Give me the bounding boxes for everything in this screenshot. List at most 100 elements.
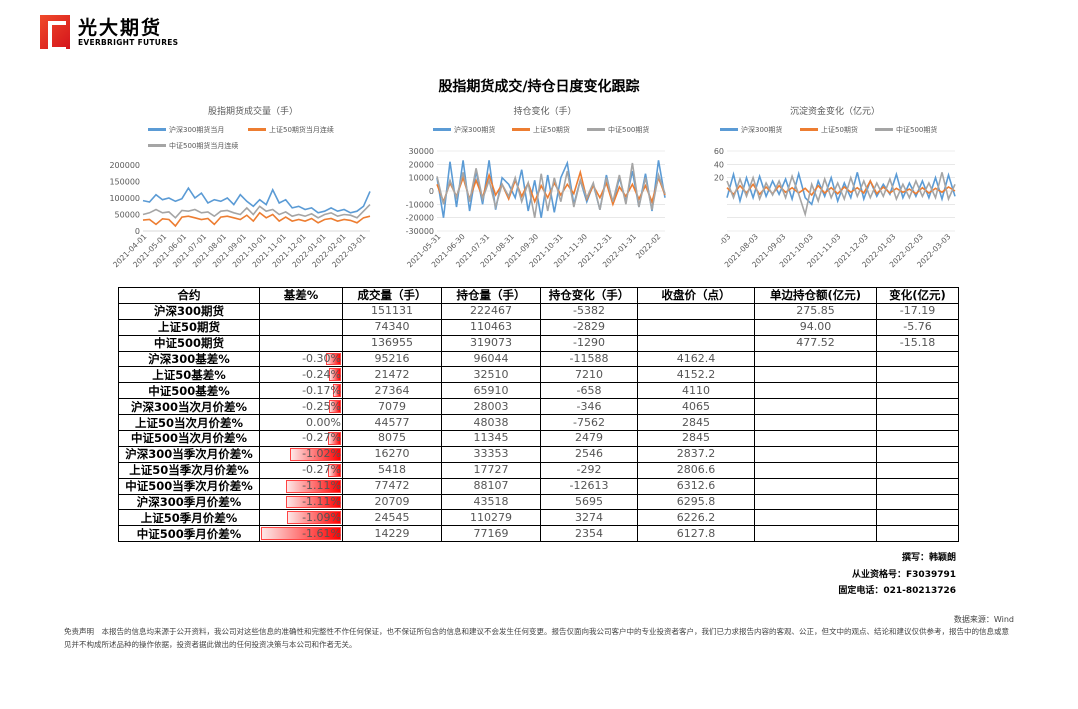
legend-swatch <box>248 128 266 131</box>
cell-close: 2806.6 <box>637 461 755 479</box>
cell-close <box>637 302 755 320</box>
cell-basis: -1.09% <box>259 509 343 527</box>
cell-amt <box>754 445 877 463</box>
cell-close: 4152.2 <box>637 366 755 384</box>
cell-name: 上证50基差% <box>118 366 260 384</box>
cell-amt_chg <box>876 493 959 511</box>
logo-icon <box>40 15 70 51</box>
cell-close: 4110 <box>637 382 755 400</box>
table-row: 沪深300当次月价差% -0.25% 7079 28003 -346 4065 <box>118 398 959 416</box>
cell-close: 6312.6 <box>637 477 755 495</box>
basis-value: -1.09% <box>302 510 341 524</box>
table-row: 中证500基差% -0.17% 27364 65910 -658 4110 <box>118 382 959 400</box>
cell-vol: 77472 <box>342 477 442 495</box>
cell-amt <box>754 430 877 447</box>
cell-chg: 2354 <box>540 525 638 543</box>
basis-bar <box>328 400 341 414</box>
cell-close: 2837.2 <box>637 445 755 463</box>
cell-basis: 0.00% <box>259 414 343 432</box>
cell-chg: 3274 <box>540 509 638 527</box>
basis-bar <box>290 447 341 461</box>
table-row: 中证500季月价差% -1.61% 14229 77169 2354 6127.8 <box>118 525 959 543</box>
cell-vol: 136955 <box>342 334 442 352</box>
cell-name: 上证50季月价差% <box>118 509 260 527</box>
y-tick-label: 50000 <box>115 211 140 220</box>
x-tick-label: 2022-02 <box>634 232 663 261</box>
cell-chg: -346 <box>540 398 638 416</box>
cell-close: 2845 <box>637 414 755 432</box>
cell-oi: 28003 <box>441 398 541 416</box>
column-header: 基差% <box>259 287 343 304</box>
cell-amt: 275.85 <box>754 302 877 320</box>
cell-oi: 88107 <box>441 477 541 495</box>
cell-name: 中证500当次月价差% <box>118 430 260 447</box>
cell-oi: 96044 <box>441 350 541 368</box>
legend-label: 沪深300期货 <box>741 125 782 134</box>
cell-basis: -0.27% <box>259 461 343 479</box>
basis-value: -0.25% <box>302 399 341 413</box>
cell-name: 沪深300基差% <box>118 350 260 368</box>
basis-value: -0.27% <box>302 463 341 477</box>
futures-table: 合约 基差% 成交量（手） 持仓量（手） 持仓变化（手） 收盘价（点） 单边持仓额(亿元) 变… <box>118 287 959 543</box>
cell-basis: -1.02% <box>259 445 343 463</box>
data-source: 数据来源：Wind <box>953 615 1014 624</box>
y-tick-label: 150000 <box>109 178 140 187</box>
cell-oi: 110279 <box>441 509 541 527</box>
cell-oi: 77169 <box>441 525 541 543</box>
phone: 固定电话：021-80213726 <box>838 586 956 596</box>
table-row: 沪深300期货 151131 222467 -5382 275.85 -17.19 <box>118 302 959 320</box>
cell-chg: 5695 <box>540 493 638 511</box>
cell-close: 6226.2 <box>637 509 755 527</box>
cell-close: 6295.8 <box>637 493 755 511</box>
cell-close <box>637 318 755 336</box>
cell-chg: -2829 <box>540 318 638 336</box>
legend-label: 中证500期货 <box>608 125 649 134</box>
cell-name: 沪深300期货 <box>118 302 260 320</box>
cell-vol: 44577 <box>342 414 442 432</box>
table-row: 沪深300当季次月价差% -1.02% 16270 33353 2546 2837.2 <box>118 445 959 463</box>
legend-swatch <box>720 128 738 131</box>
y-tick-label: 100000 <box>109 194 140 203</box>
basis-bar <box>326 352 341 366</box>
cell-close: 2845 <box>637 430 755 447</box>
cell-vol: 8075 <box>342 430 442 447</box>
cell-name: 中证500期货 <box>118 334 260 352</box>
cell-chg: -12613 <box>540 477 638 495</box>
series-line-1 <box>142 211 371 228</box>
basis-value: -0.17% <box>302 383 341 397</box>
legend-label: 中证500期货当月连续 <box>169 141 238 150</box>
cell-amt <box>754 509 877 527</box>
cell-amt_chg <box>876 366 959 384</box>
logo-en: EVERBRIGHT FUTURES <box>78 37 179 47</box>
y-tick-label: -20000 <box>406 214 434 223</box>
author: 撰写：韩颖朗 <box>901 553 956 563</box>
cell-amt_chg <box>876 445 959 463</box>
table-row: 中证500当次月价差% -0.27% 8075 11345 2479 2845 <box>118 430 959 447</box>
cell-amt_chg <box>876 477 959 495</box>
column-header: 成交量（手） <box>342 287 442 304</box>
basis-bar <box>327 432 341 445</box>
column-header: 变化(亿元) <box>876 287 959 304</box>
cell-chg: -7562 <box>540 414 638 432</box>
cell-close <box>637 334 755 352</box>
cell-amt_chg <box>876 382 959 400</box>
legend-label: 上证50期货 <box>821 125 858 134</box>
chart-title: 持仓变化（手） <box>513 105 576 117</box>
y-tick-label: 30000 <box>409 147 434 156</box>
cell-vol: 7079 <box>342 398 442 416</box>
column-header: 持仓变化（手） <box>540 287 638 304</box>
basis-value: -1.11% <box>302 495 341 509</box>
cell-name: 沪深300当季次月价差% <box>118 445 260 463</box>
y-tick-label: 10000 <box>409 174 434 183</box>
table-row: 沪深300基差% -0.30% 95216 96044 -11588 4162.4 <box>118 350 959 368</box>
legend-swatch <box>148 144 166 147</box>
legend-label: 上证50期货 <box>533 125 570 134</box>
cell-amt_chg <box>876 350 959 368</box>
table-row: 中证500期货 136955 319073 -1290 477.52 -15.18 <box>118 334 959 352</box>
cell-amt_chg: -17.19 <box>876 302 959 320</box>
legend-swatch <box>875 128 893 131</box>
cell-amt <box>754 493 877 511</box>
cell-vol: 14229 <box>342 525 442 543</box>
cell-amt_chg <box>876 398 959 416</box>
cell-amt_chg <box>876 414 959 432</box>
